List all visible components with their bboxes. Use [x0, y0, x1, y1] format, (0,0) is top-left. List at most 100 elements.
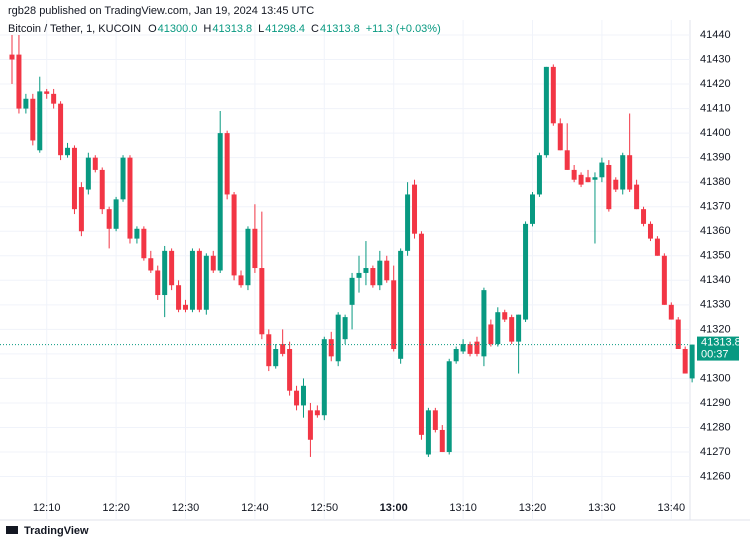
candle-body [682, 348, 688, 374]
candle-body [668, 304, 674, 320]
candle-body [85, 157, 91, 190]
candle-body [467, 344, 473, 354]
candle-body [238, 275, 244, 286]
last-price-label: 41313.8 [701, 336, 741, 348]
candle-body [328, 339, 334, 357]
candle-body [620, 155, 626, 190]
y-tick-label: 41410 [700, 102, 731, 114]
candle-body [65, 147, 71, 156]
candle-body [384, 260, 390, 281]
candle-body [300, 385, 306, 406]
y-tick-label: 41270 [700, 446, 731, 458]
candle-body [287, 348, 293, 391]
y-tick-label: 41280 [700, 421, 731, 433]
footer: TradingView [24, 525, 89, 537]
candle-body [71, 147, 77, 210]
y-tick-label: 41430 [700, 53, 731, 65]
candle-body [599, 162, 605, 178]
candle-body [92, 157, 98, 170]
candle-body [134, 228, 140, 239]
candle-body [627, 155, 633, 190]
x-tick-label: 12:30 [172, 502, 200, 514]
candle-body [203, 255, 209, 310]
candle-body [155, 270, 161, 296]
candle-body [189, 250, 195, 310]
y-tick-label: 41390 [700, 152, 731, 164]
candle-body [245, 228, 251, 286]
x-tick-label: 12:40 [241, 502, 269, 514]
y-tick-label: 41350 [700, 250, 731, 262]
y-tick-label: 41380 [700, 176, 731, 188]
y-tick-label: 41370 [700, 201, 731, 213]
candle-body [30, 98, 36, 141]
candle-body [196, 250, 202, 310]
candle-body [162, 250, 168, 296]
candle-body [425, 410, 431, 455]
candle-body [689, 344, 695, 379]
legend-text: O [148, 23, 157, 35]
candle-body [37, 91, 43, 151]
x-tick-label: 12:20 [102, 502, 130, 514]
candle-body [58, 103, 64, 156]
candle-body [224, 133, 230, 195]
candle-body [231, 194, 237, 276]
candle-body [502, 312, 508, 320]
candle-body [412, 184, 418, 234]
candle-body [516, 314, 522, 342]
legend-text: 41298.4 [265, 23, 305, 35]
candle-body [446, 361, 452, 453]
legend-text: 41313.8 [212, 23, 252, 35]
candle-body [16, 54, 22, 109]
candle-body [252, 228, 258, 269]
candle-body [217, 133, 223, 271]
y-tick-label: 41340 [700, 274, 731, 286]
candle-body [321, 339, 327, 416]
candle-body [550, 66, 556, 124]
y-tick-label: 41290 [700, 397, 731, 409]
candle-body [523, 223, 529, 320]
header: rgb28 published on TradingView.com, Jan … [8, 5, 314, 17]
candle-body [488, 324, 494, 345]
candle-body [377, 260, 383, 286]
candle-body [613, 179, 619, 190]
x-tick-label: 13:30 [588, 502, 616, 514]
candle-body [592, 177, 598, 180]
candle-body [530, 194, 535, 224]
candle-body [585, 177, 591, 183]
candle-body [654, 238, 660, 256]
candle-body [391, 280, 397, 349]
candle-body [405, 194, 411, 251]
candle-body [210, 255, 216, 271]
candle-body [44, 91, 50, 94]
candle-body [647, 223, 653, 239]
candle-body [183, 304, 188, 310]
candle-body [460, 344, 466, 352]
candle-body [536, 155, 542, 195]
candle-body [370, 268, 376, 286]
candle-body [571, 169, 577, 180]
candle-body [661, 255, 667, 305]
candle-body [273, 348, 279, 367]
candle-body [169, 250, 175, 286]
candle-body [453, 348, 459, 362]
candle-body [495, 312, 501, 345]
candle-body [294, 390, 300, 406]
candle-body [280, 344, 286, 354]
candle-body [176, 285, 182, 310]
legend-text: Bitcoin / Tether, 1, KUCOIN [8, 23, 141, 35]
candle-body [418, 233, 424, 435]
candle-body [342, 317, 348, 340]
candle-body [307, 410, 313, 440]
x-tick-label: 13:40 [658, 502, 686, 514]
candle-body [78, 187, 84, 232]
candle-body [606, 165, 612, 210]
candle-body [356, 272, 362, 278]
candle-body [557, 123, 563, 151]
candle-body [481, 290, 487, 357]
logo [6, 526, 18, 534]
candle-body [578, 174, 584, 185]
y-tick-label: 41320 [700, 323, 731, 335]
candle-body [634, 184, 640, 210]
candle-body [99, 169, 105, 210]
legend-text: 41313.8 [320, 23, 360, 35]
